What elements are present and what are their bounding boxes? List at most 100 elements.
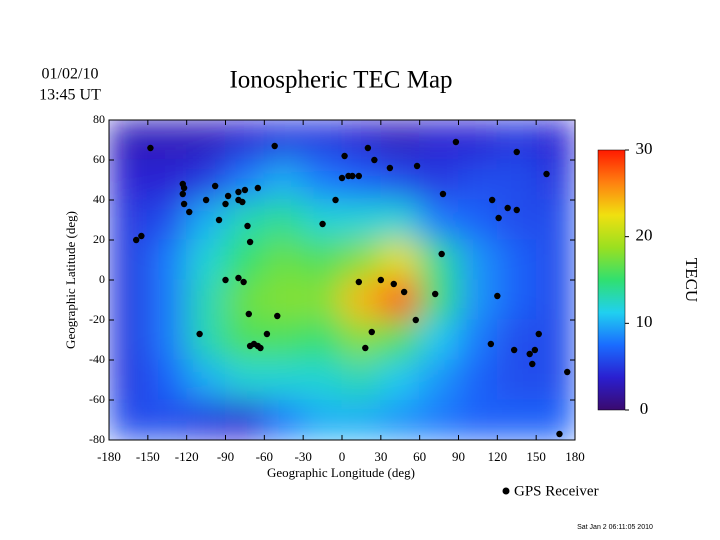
gps-receiver: [531, 346, 539, 354]
gps-receiver: [179, 190, 186, 198]
gps-receiver: [222, 276, 229, 284]
tec-cell: [380, 159, 421, 201]
tec-cell: [186, 159, 226, 201]
tec-cell: [147, 199, 188, 241]
footer: Sat Jan 2 06:11:05 2010: [577, 524, 653, 531]
colorbar-tick-label: 20: [636, 226, 653, 245]
tec-cell: [225, 359, 265, 401]
gps-receiver: [215, 216, 223, 224]
y-axis-label: Geographic Latitude (deg): [63, 211, 78, 349]
tec-cell: [109, 319, 149, 361]
tec-cell: [302, 120, 343, 161]
gps-receiver: [432, 290, 439, 298]
gps-receiver: [222, 200, 229, 208]
y-tick-label: -40: [89, 352, 105, 366]
tec-cell: [458, 319, 498, 361]
tec-cell: [225, 159, 265, 201]
tec-cell: [535, 120, 575, 161]
gps-receiver: [400, 288, 408, 296]
gps-receiver: [254, 184, 262, 192]
tec-cell: [263, 399, 304, 440]
colorbar-tick-label: 30: [636, 139, 653, 158]
chart-title: Ionospheric TEC Map: [229, 67, 452, 94]
tec-cell: [380, 319, 421, 361]
y-tick-label: 80: [93, 112, 105, 126]
gps-receiver: [147, 144, 154, 152]
colorbar-tick-label: 10: [636, 312, 653, 331]
colorbar: [597, 149, 626, 411]
gps-receiver: [235, 274, 242, 282]
tec-cell: [458, 239, 498, 281]
gps-receiver: [245, 310, 252, 318]
legend-label: GPS Receiver: [514, 483, 599, 499]
gps-receiver: [319, 220, 326, 228]
tec-cell: [341, 120, 382, 161]
tec-cell: [341, 399, 382, 440]
gps-receiver: [543, 170, 550, 178]
gps-receiver: [488, 196, 496, 204]
gps-receiver: [510, 346, 518, 354]
gps-receiver: [438, 250, 445, 258]
gps-receiver: [504, 204, 511, 212]
gps-receiver: [263, 330, 271, 338]
tec-cell: [458, 359, 498, 401]
tec-cell: [109, 120, 149, 161]
tec-cell: [109, 359, 149, 401]
tec-cell: [225, 279, 265, 321]
x-tick-label: -60: [256, 449, 273, 464]
tec-cell: [263, 159, 304, 201]
tec-cell: [380, 359, 421, 401]
gps-receiver: [535, 330, 542, 338]
gps-receiver: [439, 190, 447, 198]
tec-cell: [458, 279, 498, 321]
gps-receiver: [452, 138, 460, 146]
x-tick-label: 90: [452, 449, 465, 464]
x-axis-label: Geographic Longitude (deg): [267, 465, 415, 480]
tec-cell: [302, 319, 343, 361]
gps-receiver: [364, 144, 372, 152]
y-tick-label: 0: [99, 272, 105, 286]
y-tick-label: -20: [89, 312, 105, 326]
tec-field: [109, 120, 575, 440]
y-tick-label: 20: [93, 232, 105, 246]
tec-cell: [263, 319, 304, 361]
tec-cell: [263, 359, 304, 401]
tec-cell: [302, 399, 343, 440]
gps-receiver: [526, 350, 533, 358]
gps-receiver: [529, 360, 536, 368]
x-tick-label: 120: [488, 449, 508, 464]
tec-cell: [263, 279, 304, 321]
tec-cell: [419, 120, 459, 161]
tec-cell: [535, 159, 575, 201]
tec-cell: [302, 239, 343, 281]
tec-cell: [147, 239, 188, 281]
tec-cell: [419, 399, 459, 440]
tec-cell: [419, 199, 459, 241]
gps-receiver: [355, 172, 363, 180]
tec-cell: [186, 279, 226, 321]
y-tick-label: -80: [89, 432, 105, 446]
tec-cell: [302, 279, 343, 321]
tec-cell: [302, 199, 343, 241]
x-tick-label: -30: [294, 449, 311, 464]
tec-cell: [263, 239, 304, 281]
colorbar-tick-label: 0: [640, 399, 649, 418]
gps-receiver: [202, 196, 210, 204]
gps-receiver: [412, 316, 419, 324]
gps-receiver: [240, 278, 247, 286]
tec-cell: [341, 279, 382, 321]
tec-cell: [380, 239, 421, 281]
tec-cell: [186, 120, 226, 161]
tec-cell: [380, 279, 421, 321]
gps-receiver: [138, 232, 145, 240]
tec-cell: [535, 279, 575, 321]
tec-cell: [186, 359, 226, 401]
tec-cell: [458, 120, 498, 161]
tec-cell: [535, 399, 575, 440]
gps-receiver: [211, 182, 219, 190]
gps-receiver: [362, 344, 369, 352]
tec-cell: [186, 239, 226, 281]
tec-cell: [147, 399, 188, 440]
gps-receiver: [338, 174, 346, 182]
gps-receiver: [274, 312, 281, 320]
